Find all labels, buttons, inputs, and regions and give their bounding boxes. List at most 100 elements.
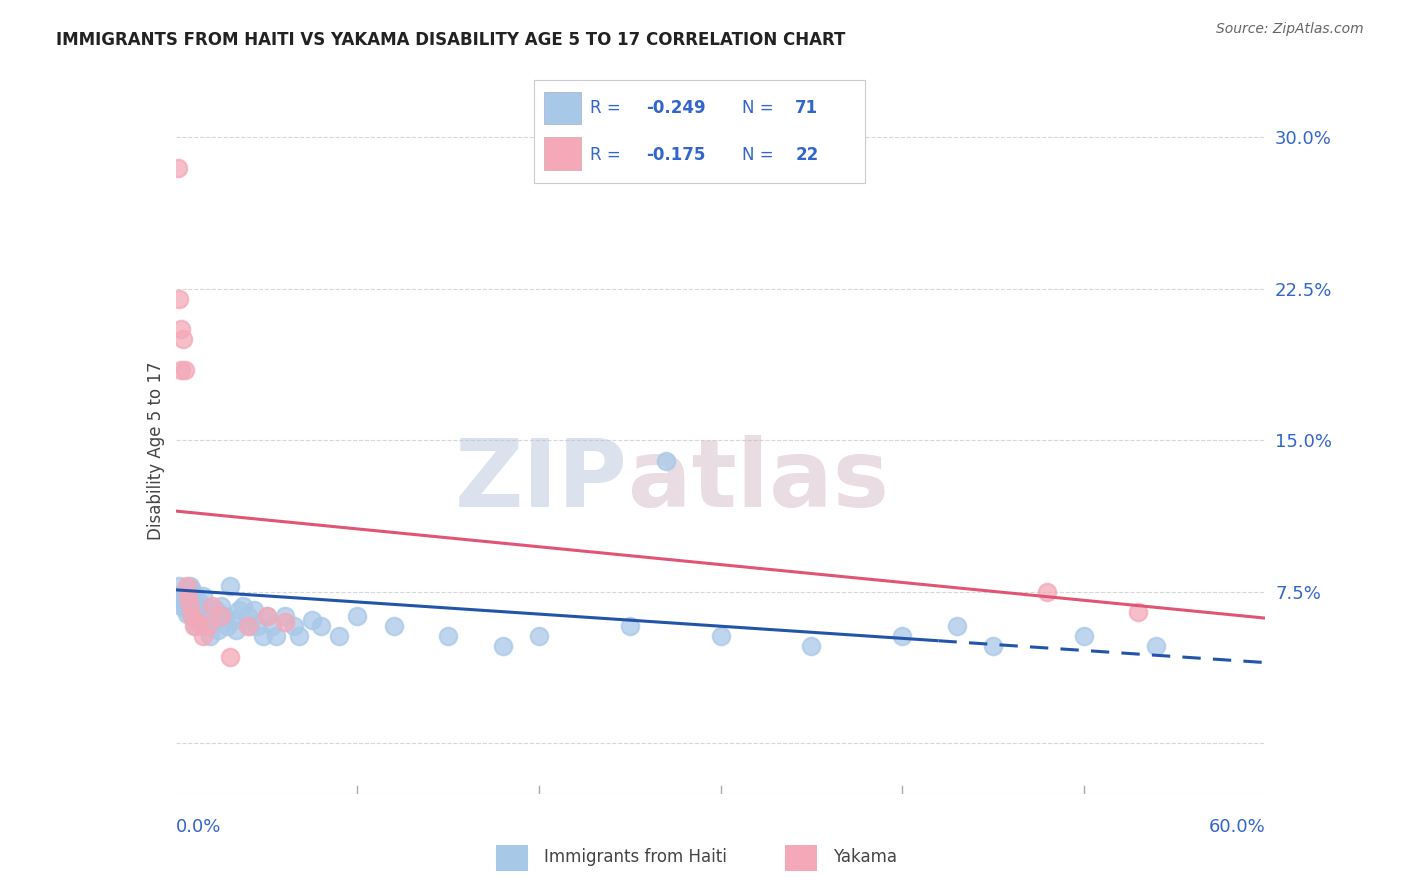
Text: Immigrants from Haiti: Immigrants from Haiti — [544, 848, 727, 866]
Point — [800, 640, 823, 654]
Text: 60.0%: 60.0% — [1209, 818, 1265, 836]
Point — [179, 579, 201, 593]
Point — [197, 603, 219, 617]
Y-axis label: Disability Age 5 to 17: Disability Age 5 to 17 — [146, 361, 165, 540]
Point — [166, 591, 188, 605]
Text: N =: N = — [742, 146, 779, 164]
Point — [264, 629, 287, 643]
Point — [176, 595, 198, 609]
Point — [201, 599, 224, 613]
Text: 0.0%: 0.0% — [176, 818, 221, 836]
Point — [169, 292, 191, 306]
Point — [283, 619, 305, 633]
Point — [288, 629, 311, 643]
Point — [204, 603, 226, 617]
Point — [328, 629, 350, 643]
Point — [200, 629, 222, 643]
Point — [274, 609, 297, 624]
Point — [191, 589, 214, 603]
Point — [181, 609, 204, 624]
Point — [202, 615, 225, 630]
Point — [256, 609, 278, 624]
Point — [191, 619, 214, 633]
Point — [201, 609, 224, 624]
Point — [655, 453, 678, 467]
Point — [183, 587, 205, 601]
Point — [188, 595, 211, 609]
Point — [945, 619, 967, 633]
Bar — [496, 846, 529, 871]
Point — [184, 619, 207, 633]
Text: -0.249: -0.249 — [647, 99, 706, 117]
Point — [238, 619, 260, 633]
Text: atlas: atlas — [628, 435, 889, 527]
Point — [225, 624, 247, 638]
Point — [209, 609, 232, 624]
Bar — [544, 92, 581, 124]
Point — [177, 603, 200, 617]
Point — [256, 609, 278, 624]
Point — [239, 619, 262, 633]
Point — [710, 629, 733, 643]
Point — [176, 607, 198, 621]
Point — [169, 579, 191, 593]
Point — [183, 603, 205, 617]
Point — [176, 579, 198, 593]
Point — [183, 619, 205, 633]
Text: -0.175: -0.175 — [647, 146, 706, 164]
Point — [186, 613, 209, 627]
Point — [186, 599, 209, 613]
Point — [437, 629, 460, 643]
Point — [1073, 629, 1095, 643]
Point — [207, 624, 229, 638]
Text: 71: 71 — [796, 99, 818, 117]
Point — [184, 609, 207, 624]
Point — [191, 629, 214, 643]
Point — [891, 629, 914, 643]
Text: 22: 22 — [796, 146, 818, 164]
Point — [209, 599, 232, 613]
Point — [173, 601, 195, 615]
Point — [527, 629, 550, 643]
Point — [172, 595, 194, 609]
Point — [188, 603, 211, 617]
Point — [186, 615, 209, 630]
Point — [382, 619, 405, 633]
Point — [219, 649, 242, 664]
Point — [1036, 585, 1059, 599]
Point — [172, 332, 194, 346]
Text: Source: ZipAtlas.com: Source: ZipAtlas.com — [1216, 22, 1364, 37]
Point — [181, 609, 204, 624]
Point — [222, 613, 245, 627]
Point — [238, 609, 260, 624]
Point — [173, 589, 195, 603]
Point — [243, 603, 266, 617]
Point — [214, 609, 236, 624]
Point — [274, 615, 297, 630]
Point — [177, 591, 200, 605]
Point — [209, 609, 232, 624]
Text: ZIP: ZIP — [456, 435, 628, 527]
Point — [981, 640, 1004, 654]
Text: IMMIGRANTS FROM HAITI VS YAKAMA DISABILITY AGE 5 TO 17 CORRELATION CHART: IMMIGRANTS FROM HAITI VS YAKAMA DISABILI… — [56, 31, 845, 49]
Point — [219, 579, 242, 593]
Point — [195, 601, 218, 615]
Point — [309, 619, 332, 633]
Point — [170, 362, 193, 376]
Point — [179, 605, 201, 619]
Point — [346, 609, 368, 624]
Point — [170, 587, 193, 601]
Bar — [785, 846, 817, 871]
Point — [301, 613, 323, 627]
Point — [1146, 640, 1168, 654]
Point — [252, 629, 274, 643]
Text: R =: R = — [591, 99, 627, 117]
Text: Yakama: Yakama — [832, 848, 897, 866]
Point — [190, 613, 212, 627]
Text: R =: R = — [591, 146, 627, 164]
Point — [166, 161, 188, 175]
Point — [170, 322, 193, 336]
Point — [260, 619, 283, 633]
Point — [1128, 605, 1150, 619]
Point — [232, 599, 254, 613]
